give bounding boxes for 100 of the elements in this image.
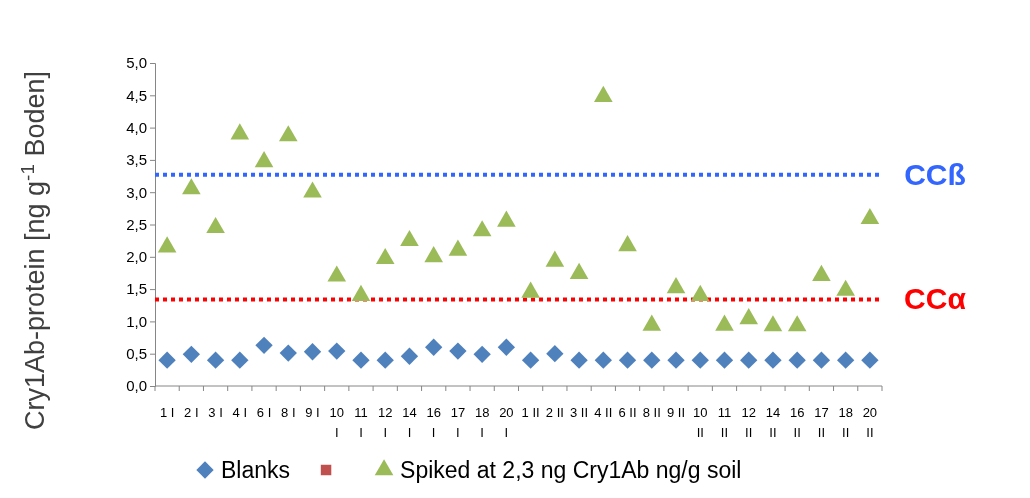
- point: [425, 338, 443, 356]
- point: [618, 351, 637, 369]
- x-tick-label: 20 II: [862, 405, 878, 440]
- point: [448, 239, 468, 256]
- point: [642, 314, 662, 331]
- x-tick-label: 12 I: [377, 405, 393, 440]
- point: [400, 347, 419, 365]
- y-tick-label: 0,0: [126, 377, 147, 395]
- point: [715, 314, 734, 331]
- x-tick-label: 2 I: [184, 405, 199, 420]
- point: [375, 247, 395, 265]
- point: [351, 284, 371, 301]
- point: [328, 342, 346, 360]
- x-tick-label: 11 I: [354, 405, 368, 440]
- x-tick-label: 9 II: [666, 405, 686, 420]
- x-tick-label: 6 I: [256, 405, 272, 420]
- x-tick-label: 3 II: [570, 405, 589, 420]
- x-tick-label: 17 I: [450, 405, 466, 440]
- x-tick-label: 14 I: [402, 405, 417, 440]
- y-tick-label: 4,5: [126, 86, 147, 104]
- point: [182, 178, 201, 195]
- y-tick-label: 5,0: [126, 54, 147, 72]
- y-tick-label: 3,5: [126, 151, 147, 169]
- x-tick-label: 6 II: [618, 405, 637, 420]
- point: [352, 351, 370, 369]
- legend-label: Spiked at 2,3 ng Cry1Ab ng/g soil: [400, 457, 742, 483]
- ref-line-label: CCß: [904, 157, 966, 191]
- point: [497, 210, 516, 227]
- y-tick-label: 0,5: [126, 345, 147, 362]
- point: [545, 250, 565, 267]
- point: [376, 351, 394, 369]
- x-tick-label: 3 I: [208, 405, 223, 420]
- x-tick-label: 1 II: [521, 405, 540, 420]
- point: [303, 343, 322, 361]
- point: [158, 351, 176, 369]
- legend-label: Blanks: [221, 457, 291, 483]
- x-tick-label: 2 II: [545, 405, 564, 420]
- point: [690, 284, 710, 301]
- x-tick-label: 14 II: [765, 405, 781, 440]
- point: [691, 351, 709, 369]
- point: [570, 351, 588, 369]
- x-tick-label: 8 I: [281, 405, 296, 420]
- point: [472, 220, 492, 237]
- point: [860, 207, 880, 225]
- point: [788, 351, 806, 369]
- point: [449, 342, 467, 360]
- point: [303, 181, 322, 198]
- x-tick-label: 16 II: [789, 405, 805, 440]
- point: [740, 351, 758, 369]
- point: [861, 351, 879, 369]
- x-tick-label: 4 II: [594, 405, 613, 420]
- point: [787, 315, 807, 332]
- point: [182, 345, 201, 364]
- point: [254, 151, 274, 168]
- point: [643, 351, 661, 369]
- x-tick-label: 10 I: [329, 405, 344, 440]
- point: [594, 85, 613, 102]
- point: [521, 351, 540, 369]
- point: [157, 236, 177, 253]
- point: [327, 265, 347, 282]
- x-tick-label: 17 II: [814, 405, 829, 440]
- x-tick-label: 12 II: [741, 405, 756, 440]
- y-tick-label: 1,5: [126, 280, 147, 298]
- point: [206, 216, 225, 234]
- point: [715, 351, 734, 369]
- point: [255, 336, 273, 354]
- point: [424, 246, 443, 263]
- point: [473, 345, 491, 364]
- x-tick-label: 9 I: [305, 405, 320, 420]
- point: [667, 351, 685, 369]
- x-tick-label: 1 I: [159, 405, 175, 420]
- x-tick-label: 16 I: [426, 405, 441, 440]
- point: [278, 125, 298, 142]
- x-tick-label: 4 I: [232, 405, 248, 420]
- point: [739, 308, 759, 325]
- x-tick-label: 18 II: [838, 405, 853, 440]
- point: [618, 235, 637, 252]
- x-tick-label: 20 I: [499, 405, 514, 440]
- ref-line-label: CCα: [904, 282, 967, 316]
- point: [206, 351, 225, 369]
- point: [521, 281, 540, 298]
- point: [231, 351, 249, 369]
- point: [763, 315, 783, 332]
- point: [594, 351, 612, 369]
- point: [812, 351, 831, 369]
- y-tick-label: 2,0: [126, 248, 147, 266]
- x-tick-label: 10 II: [693, 405, 708, 440]
- point: [400, 229, 419, 247]
- x-tick-label: 11 II: [717, 405, 732, 440]
- y-tick-label: 1,0: [126, 312, 147, 330]
- point: [764, 351, 782, 369]
- point: [666, 277, 686, 294]
- x-tick-label: 18 I: [474, 405, 490, 440]
- point: [836, 351, 855, 369]
- x-tick-label: 8 II: [642, 405, 661, 420]
- point: [836, 279, 855, 296]
- point: [497, 338, 516, 356]
- point: [546, 345, 564, 363]
- y-tick-label: 4,0: [126, 118, 147, 136]
- y-tick-label: 2,5: [126, 215, 147, 233]
